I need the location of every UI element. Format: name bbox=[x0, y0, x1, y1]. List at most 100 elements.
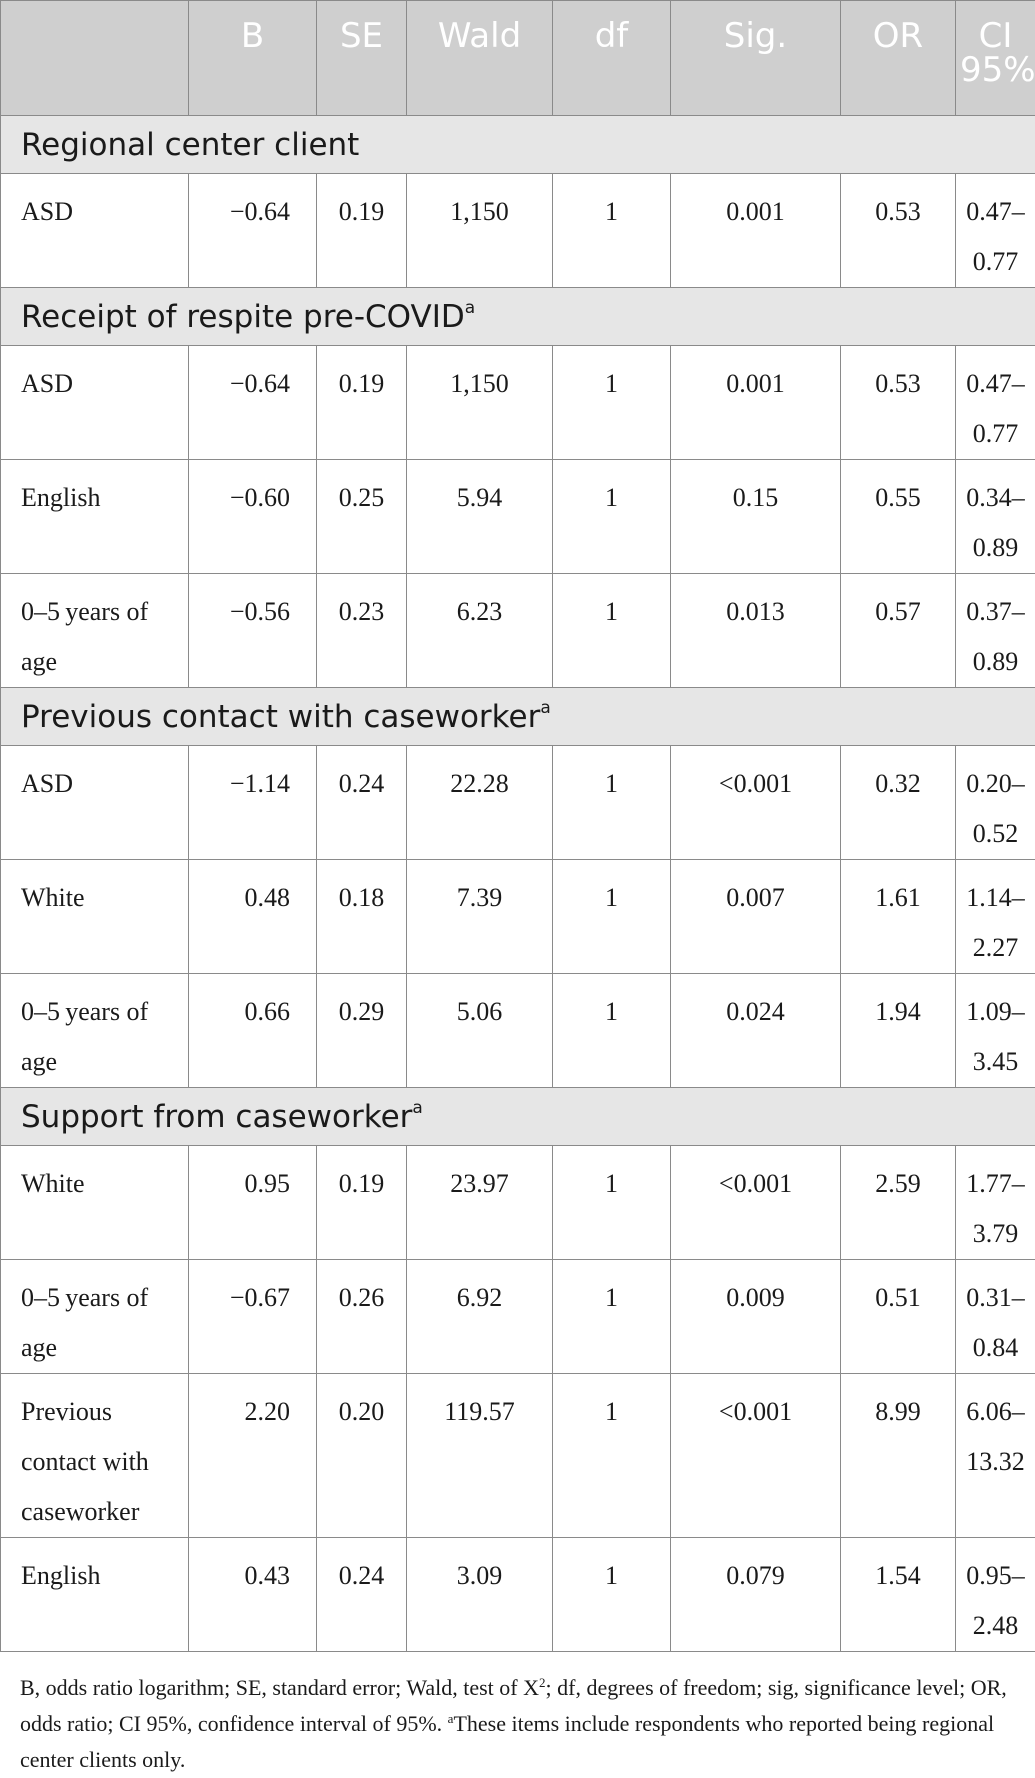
section-title: Receipt of respite pre-COVID bbox=[21, 299, 465, 335]
b-cell: −1.14 bbox=[189, 746, 317, 860]
se-cell: 0.18 bbox=[317, 860, 407, 974]
wald-cell: 22.28 bbox=[407, 746, 553, 860]
ci-cell: 0.47– 0.77 bbox=[956, 174, 1035, 288]
header-cell-sig: Sig. bbox=[671, 1, 841, 116]
header-row: B SE Wald df Sig. OR CI 95% bbox=[1, 1, 1035, 116]
header-cell-se: SE bbox=[317, 1, 407, 116]
wald-cell: 23.97 bbox=[407, 1146, 553, 1260]
se-cell: 0.25 bbox=[317, 460, 407, 574]
sig-cell: 0.001 bbox=[671, 346, 841, 460]
ci-cell: 1.14– 2.27 bbox=[956, 860, 1035, 974]
section-footnote-marker: a bbox=[412, 1098, 422, 1118]
sig-cell: 0.013 bbox=[671, 574, 841, 688]
row-label-cell: ASD bbox=[1, 174, 189, 288]
header-cell-wald: Wald bbox=[407, 1, 553, 116]
or-cell: 0.57 bbox=[841, 574, 956, 688]
table-header: B SE Wald df Sig. OR CI 95% bbox=[1, 1, 1035, 116]
sig-cell: <0.001 bbox=[671, 746, 841, 860]
row-label-cell: English bbox=[1, 1538, 189, 1652]
b-cell: −0.60 bbox=[189, 460, 317, 574]
results-table: B SE Wald df Sig. OR CI 95% Regional cen… bbox=[0, 0, 1035, 1652]
b-cell: −0.64 bbox=[189, 174, 317, 288]
ci-cell: 1.09– 3.45 bbox=[956, 974, 1035, 1088]
se-cell: 0.19 bbox=[317, 174, 407, 288]
sig-cell: 0.001 bbox=[671, 174, 841, 288]
wald-cell: 5.06 bbox=[407, 974, 553, 1088]
sig-cell: 0.15 bbox=[671, 460, 841, 574]
df-cell: 1 bbox=[553, 460, 671, 574]
df-cell: 1 bbox=[553, 346, 671, 460]
sig-cell: 0.024 bbox=[671, 974, 841, 1088]
se-cell: 0.20 bbox=[317, 1374, 407, 1538]
row-label-cell: 0–5 years of age bbox=[1, 1260, 189, 1374]
row-label-cell: 0–5 years of age bbox=[1, 974, 189, 1088]
row-label-cell: 0–5 years of age bbox=[1, 574, 189, 688]
df-cell: 1 bbox=[553, 860, 671, 974]
sig-cell: 0.009 bbox=[671, 1260, 841, 1374]
ci-cell: 0.31– 0.84 bbox=[956, 1260, 1035, 1374]
section-row: Support from caseworkera bbox=[1, 1088, 1035, 1146]
wald-cell: 1,150 bbox=[407, 346, 553, 460]
se-cell: 0.26 bbox=[317, 1260, 407, 1374]
row-label-cell: White bbox=[1, 860, 189, 974]
section-title-cell: Previous contact with caseworkera bbox=[1, 688, 1035, 746]
ci-cell: 0.37– 0.89 bbox=[956, 574, 1035, 688]
se-cell: 0.23 bbox=[317, 574, 407, 688]
df-cell: 1 bbox=[553, 746, 671, 860]
b-cell: 0.66 bbox=[189, 974, 317, 1088]
wald-cell: 5.94 bbox=[407, 460, 553, 574]
section-row: Receipt of respite pre-COVIDa bbox=[1, 288, 1035, 346]
wald-cell: 6.23 bbox=[407, 574, 553, 688]
df-cell: 1 bbox=[553, 1374, 671, 1538]
row-label-cell: English bbox=[1, 460, 189, 574]
se-cell: 0.19 bbox=[317, 346, 407, 460]
section-row: Regional center client bbox=[1, 116, 1035, 174]
or-cell: 0.32 bbox=[841, 746, 956, 860]
df-cell: 1 bbox=[553, 174, 671, 288]
or-cell: 0.53 bbox=[841, 174, 956, 288]
wald-cell: 7.39 bbox=[407, 860, 553, 974]
header-cell-or: OR bbox=[841, 1, 956, 116]
df-cell: 1 bbox=[553, 1538, 671, 1652]
ci-cell: 6.06– 13.32 bbox=[956, 1374, 1035, 1538]
b-cell: 0.95 bbox=[189, 1146, 317, 1260]
ci-cell: 0.47– 0.77 bbox=[956, 346, 1035, 460]
section-footnote-marker: a bbox=[465, 298, 475, 318]
sig-cell: 0.007 bbox=[671, 860, 841, 974]
df-cell: 1 bbox=[553, 974, 671, 1088]
se-cell: 0.24 bbox=[317, 1538, 407, 1652]
df-cell: 1 bbox=[553, 1146, 671, 1260]
or-cell: 8.99 bbox=[841, 1374, 956, 1538]
table-container: B SE Wald df Sig. OR CI 95% Regional cen… bbox=[0, 0, 1035, 1652]
ci-cell: 0.95– 2.48 bbox=[956, 1538, 1035, 1652]
header-cell-b: B bbox=[189, 1, 317, 116]
or-cell: 0.55 bbox=[841, 460, 956, 574]
section-title: Regional center client bbox=[21, 127, 359, 163]
wald-cell: 3.09 bbox=[407, 1538, 553, 1652]
or-cell: 2.59 bbox=[841, 1146, 956, 1260]
b-cell: −0.56 bbox=[189, 574, 317, 688]
section-title-cell: Regional center client bbox=[1, 116, 1035, 174]
header-cell-label bbox=[1, 1, 189, 116]
row-label-cell: ASD bbox=[1, 746, 189, 860]
df-cell: 1 bbox=[553, 1260, 671, 1374]
wald-cell: 119.57 bbox=[407, 1374, 553, 1538]
b-cell: −0.64 bbox=[189, 346, 317, 460]
df-cell: 1 bbox=[553, 574, 671, 688]
header-cell-df: df bbox=[553, 1, 671, 116]
section-title-cell: Support from caseworkera bbox=[1, 1088, 1035, 1146]
wald-cell: 6.92 bbox=[407, 1260, 553, 1374]
header-cell-ci: CI 95% bbox=[956, 1, 1035, 116]
table-footnote: B, odds ratio logarithm; SE, standard er… bbox=[20, 1670, 1020, 1778]
